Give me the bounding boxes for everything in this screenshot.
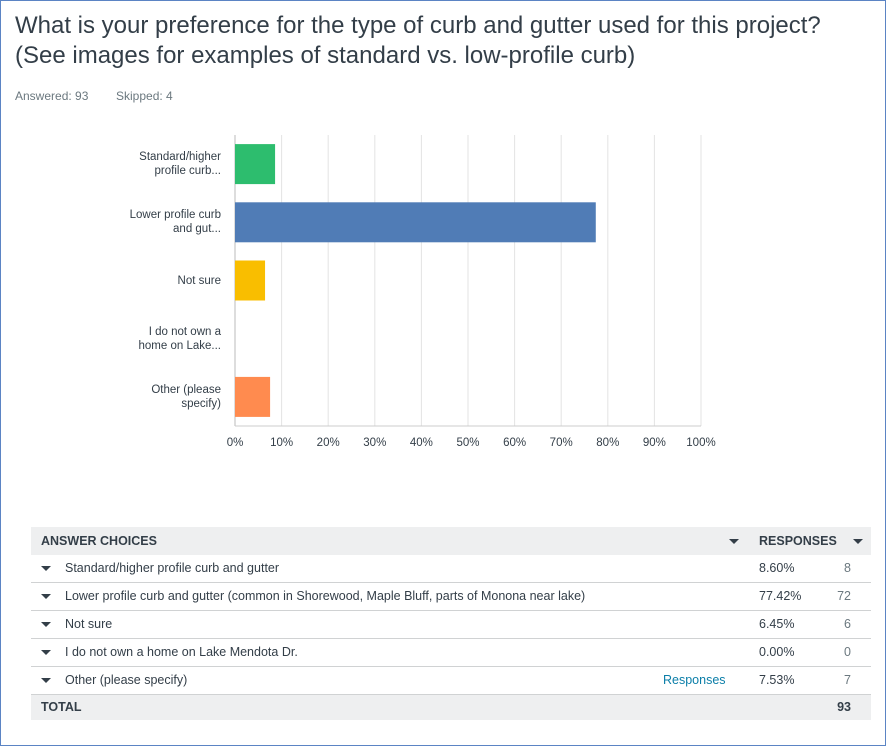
response-count: 8 [844,561,851,575]
response-count: 0 [844,645,851,659]
skipped: Skipped: 4 [116,89,173,103]
table-row: Standard/higher profile curb and gutter 8… [31,554,871,583]
expand-caret[interactable] [41,566,51,571]
response-percent: 77.42% [759,589,802,603]
response-percent: 7.53% [759,673,795,687]
responses-link[interactable]: Responses [663,673,726,687]
column-header: ANSWER CHOICES [41,534,157,548]
table-row: Other (please specify) Responses 7.53% 7 [31,666,871,695]
expand-caret[interactable] [41,650,51,655]
bar [235,376,271,417]
response-count: 6 [844,617,851,631]
expand-caret[interactable] [41,622,51,627]
table-row: Lower profile curb and gutter (common in… [31,582,871,611]
response-percent: 8.60% [759,561,795,575]
question-title: What is your preference for the type of … [15,12,821,69]
sort-caret[interactable] [853,539,863,544]
x-tick-label: 0% [227,437,244,449]
total-count: 93 [837,700,851,714]
x-tick-label: 80% [596,437,619,449]
x-tick-label: 50% [456,437,479,449]
answer-choice: Other (please specify) [65,673,188,687]
table-header: ANSWER CHOICES RESPONSES [31,527,871,555]
response-count: 72 [837,589,851,603]
category-label: I do not own a home on Lake... [138,325,221,352]
response-count: 7 [844,673,851,687]
response-percent: 0.00% [759,645,795,659]
table-total: TOTAL 93 [31,695,871,720]
x-tick-label: 60% [503,437,526,449]
category-label: Not sure [177,274,221,287]
expand-caret[interactable] [41,594,51,599]
answer-choice: I do not own a home on Lake Mendota Dr. [65,645,298,659]
expand-caret[interactable] [41,678,51,683]
column-header: RESPONSES [759,534,837,548]
x-tick-label: 40% [410,437,433,449]
category-label: Lower profile curb and gut... [129,209,221,236]
table-row: Not sure 6.45% 6 [31,610,871,639]
bar [235,202,596,243]
answer-choice: Not sure [65,617,113,631]
table-row: I do not own a home on Lake Mendota Dr. 0… [31,638,871,667]
answer-choice: Standard/higher profile curb and gutter [65,561,280,575]
x-tick-label: 30% [363,437,386,449]
total-label: TOTAL [41,700,82,714]
x-tick-label: 90% [643,437,666,449]
x-tick-label: 10% [270,437,293,449]
x-tick-label: 70% [550,437,573,449]
bar [235,260,266,301]
x-tick-label: 100% [686,437,715,449]
answer-choice: Lower profile curb and gutter (common in… [65,589,586,603]
chart: 0% 10% 20% 30% 40% 50% 60% 70% 80% 90% 100% [227,135,716,449]
category-label: Standard/higher profile curb... [139,151,221,178]
sort-caret[interactable] [729,539,739,544]
bar [235,144,276,185]
x-tick-label: 20% [317,437,340,449]
response-percent: 6.45% [759,617,795,631]
category-label: Other (please specify) [151,383,221,410]
answered: Answered: 93 [15,89,89,103]
